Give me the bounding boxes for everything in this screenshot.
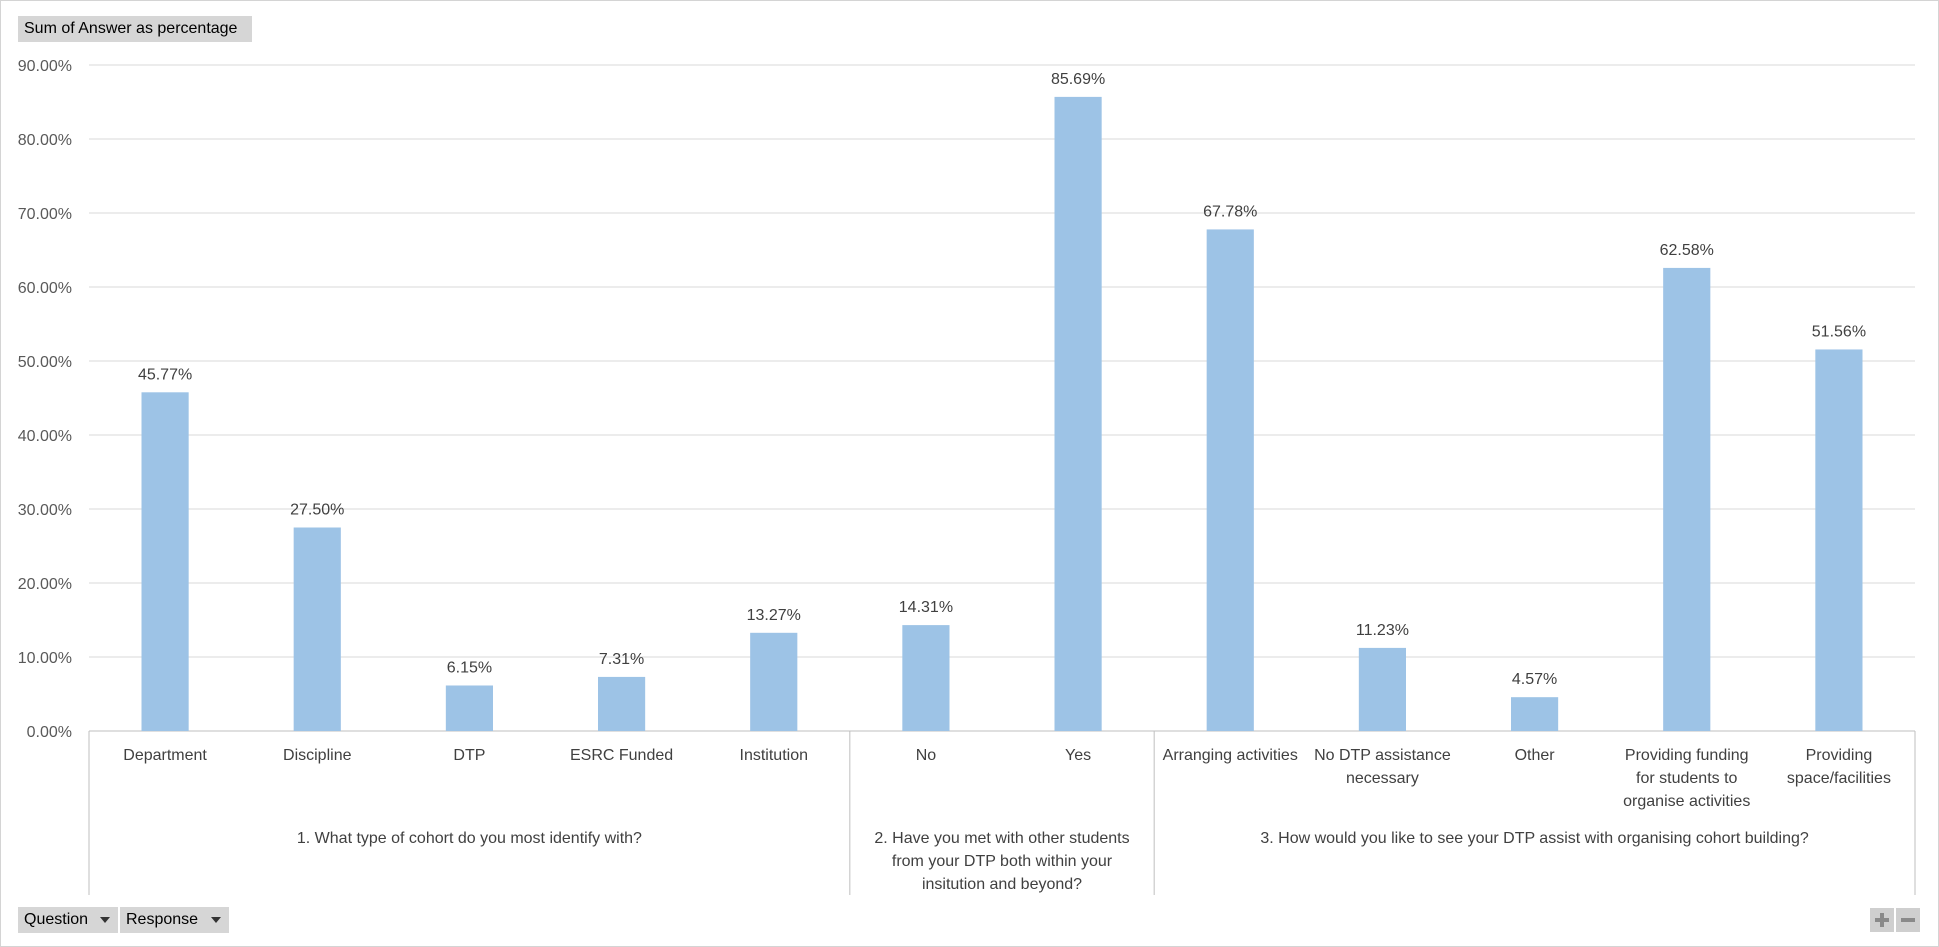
bar	[1815, 349, 1863, 731]
category-label: necessary	[1346, 770, 1419, 787]
data-label: 11.23%	[1356, 622, 1409, 639]
collapse-field-button[interactable]	[1896, 908, 1920, 932]
bar	[445, 685, 494, 731]
data-label: 7.31%	[599, 651, 644, 668]
group-label: 3. How would you like to see your DTP as…	[1260, 830, 1809, 847]
y-tick-label: 30.00%	[18, 502, 72, 519]
data-label: 85.69%	[1051, 71, 1105, 88]
data-label: 13.27%	[747, 607, 801, 624]
bar	[1206, 229, 1254, 732]
category-label: Yes	[1065, 747, 1091, 764]
bar	[902, 625, 950, 731]
data-label: 62.58%	[1660, 242, 1714, 259]
category-label: Providing funding	[1625, 747, 1749, 764]
data-label: 67.78%	[1203, 203, 1257, 220]
bar	[1510, 697, 1559, 731]
category-label: Providing	[1806, 747, 1873, 764]
chevron-down-icon[interactable]	[100, 917, 110, 923]
category-label: Department	[123, 747, 207, 764]
category-label: Arranging activities	[1163, 747, 1298, 764]
data-label: 4.57%	[1512, 671, 1557, 688]
y-tick-label: 90.00%	[18, 58, 72, 75]
question-field-button[interactable]: Question	[18, 907, 118, 933]
question-field-label: Question	[24, 911, 89, 928]
chevron-down-icon[interactable]	[211, 917, 221, 923]
bar	[1358, 647, 1407, 731]
group-label: 1. What type of cohort do you most ident…	[297, 830, 642, 847]
category-label: Other	[1515, 747, 1556, 764]
category-label: for students to	[1636, 770, 1737, 787]
minus-icon	[1901, 918, 1915, 922]
bar	[1663, 267, 1711, 731]
y-tick-label: 80.00%	[18, 132, 72, 149]
y-tick-label: 10.00%	[18, 650, 72, 667]
category-label: No DTP assistance	[1314, 747, 1451, 764]
bar	[1054, 96, 1102, 732]
bar	[597, 676, 646, 731]
response-field-button[interactable]: Response	[120, 907, 229, 933]
data-label: 51.56%	[1812, 323, 1866, 340]
group-label: from your DTP both within your	[892, 853, 1113, 870]
category-label: Discipline	[283, 747, 352, 764]
category-label: No	[916, 747, 937, 764]
bar	[293, 527, 341, 731]
category-label: space/facilities	[1787, 770, 1891, 787]
y-tick-label: 20.00%	[18, 576, 72, 593]
category-label: ESRC Funded	[570, 747, 673, 764]
response-field-label: Response	[126, 911, 199, 928]
y-tick-label: 50.00%	[18, 354, 72, 371]
bar	[750, 632, 798, 731]
data-label: 6.15%	[447, 659, 492, 676]
y-tick-label: 0.00%	[27, 724, 72, 741]
data-label: 27.50%	[290, 502, 344, 519]
y-tick-label: 40.00%	[18, 428, 72, 445]
data-label: 14.31%	[899, 599, 953, 616]
y-tick-label: 70.00%	[18, 206, 72, 223]
expand-field-button[interactable]	[1870, 908, 1894, 932]
plus-icon-stroke	[1880, 913, 1884, 927]
bar	[141, 392, 189, 731]
data-label: 45.77%	[138, 366, 192, 383]
group-label: 2. Have you met with other students	[874, 830, 1129, 847]
value-field-button[interactable]: Sum of Answer as percentage	[18, 16, 252, 42]
y-tick-label: 60.00%	[18, 280, 72, 297]
category-label: organise activities	[1623, 793, 1750, 810]
category-label: DTP	[453, 747, 485, 764]
category-label: Institution	[740, 747, 808, 764]
group-label: insitution and beyond?	[922, 876, 1082, 893]
